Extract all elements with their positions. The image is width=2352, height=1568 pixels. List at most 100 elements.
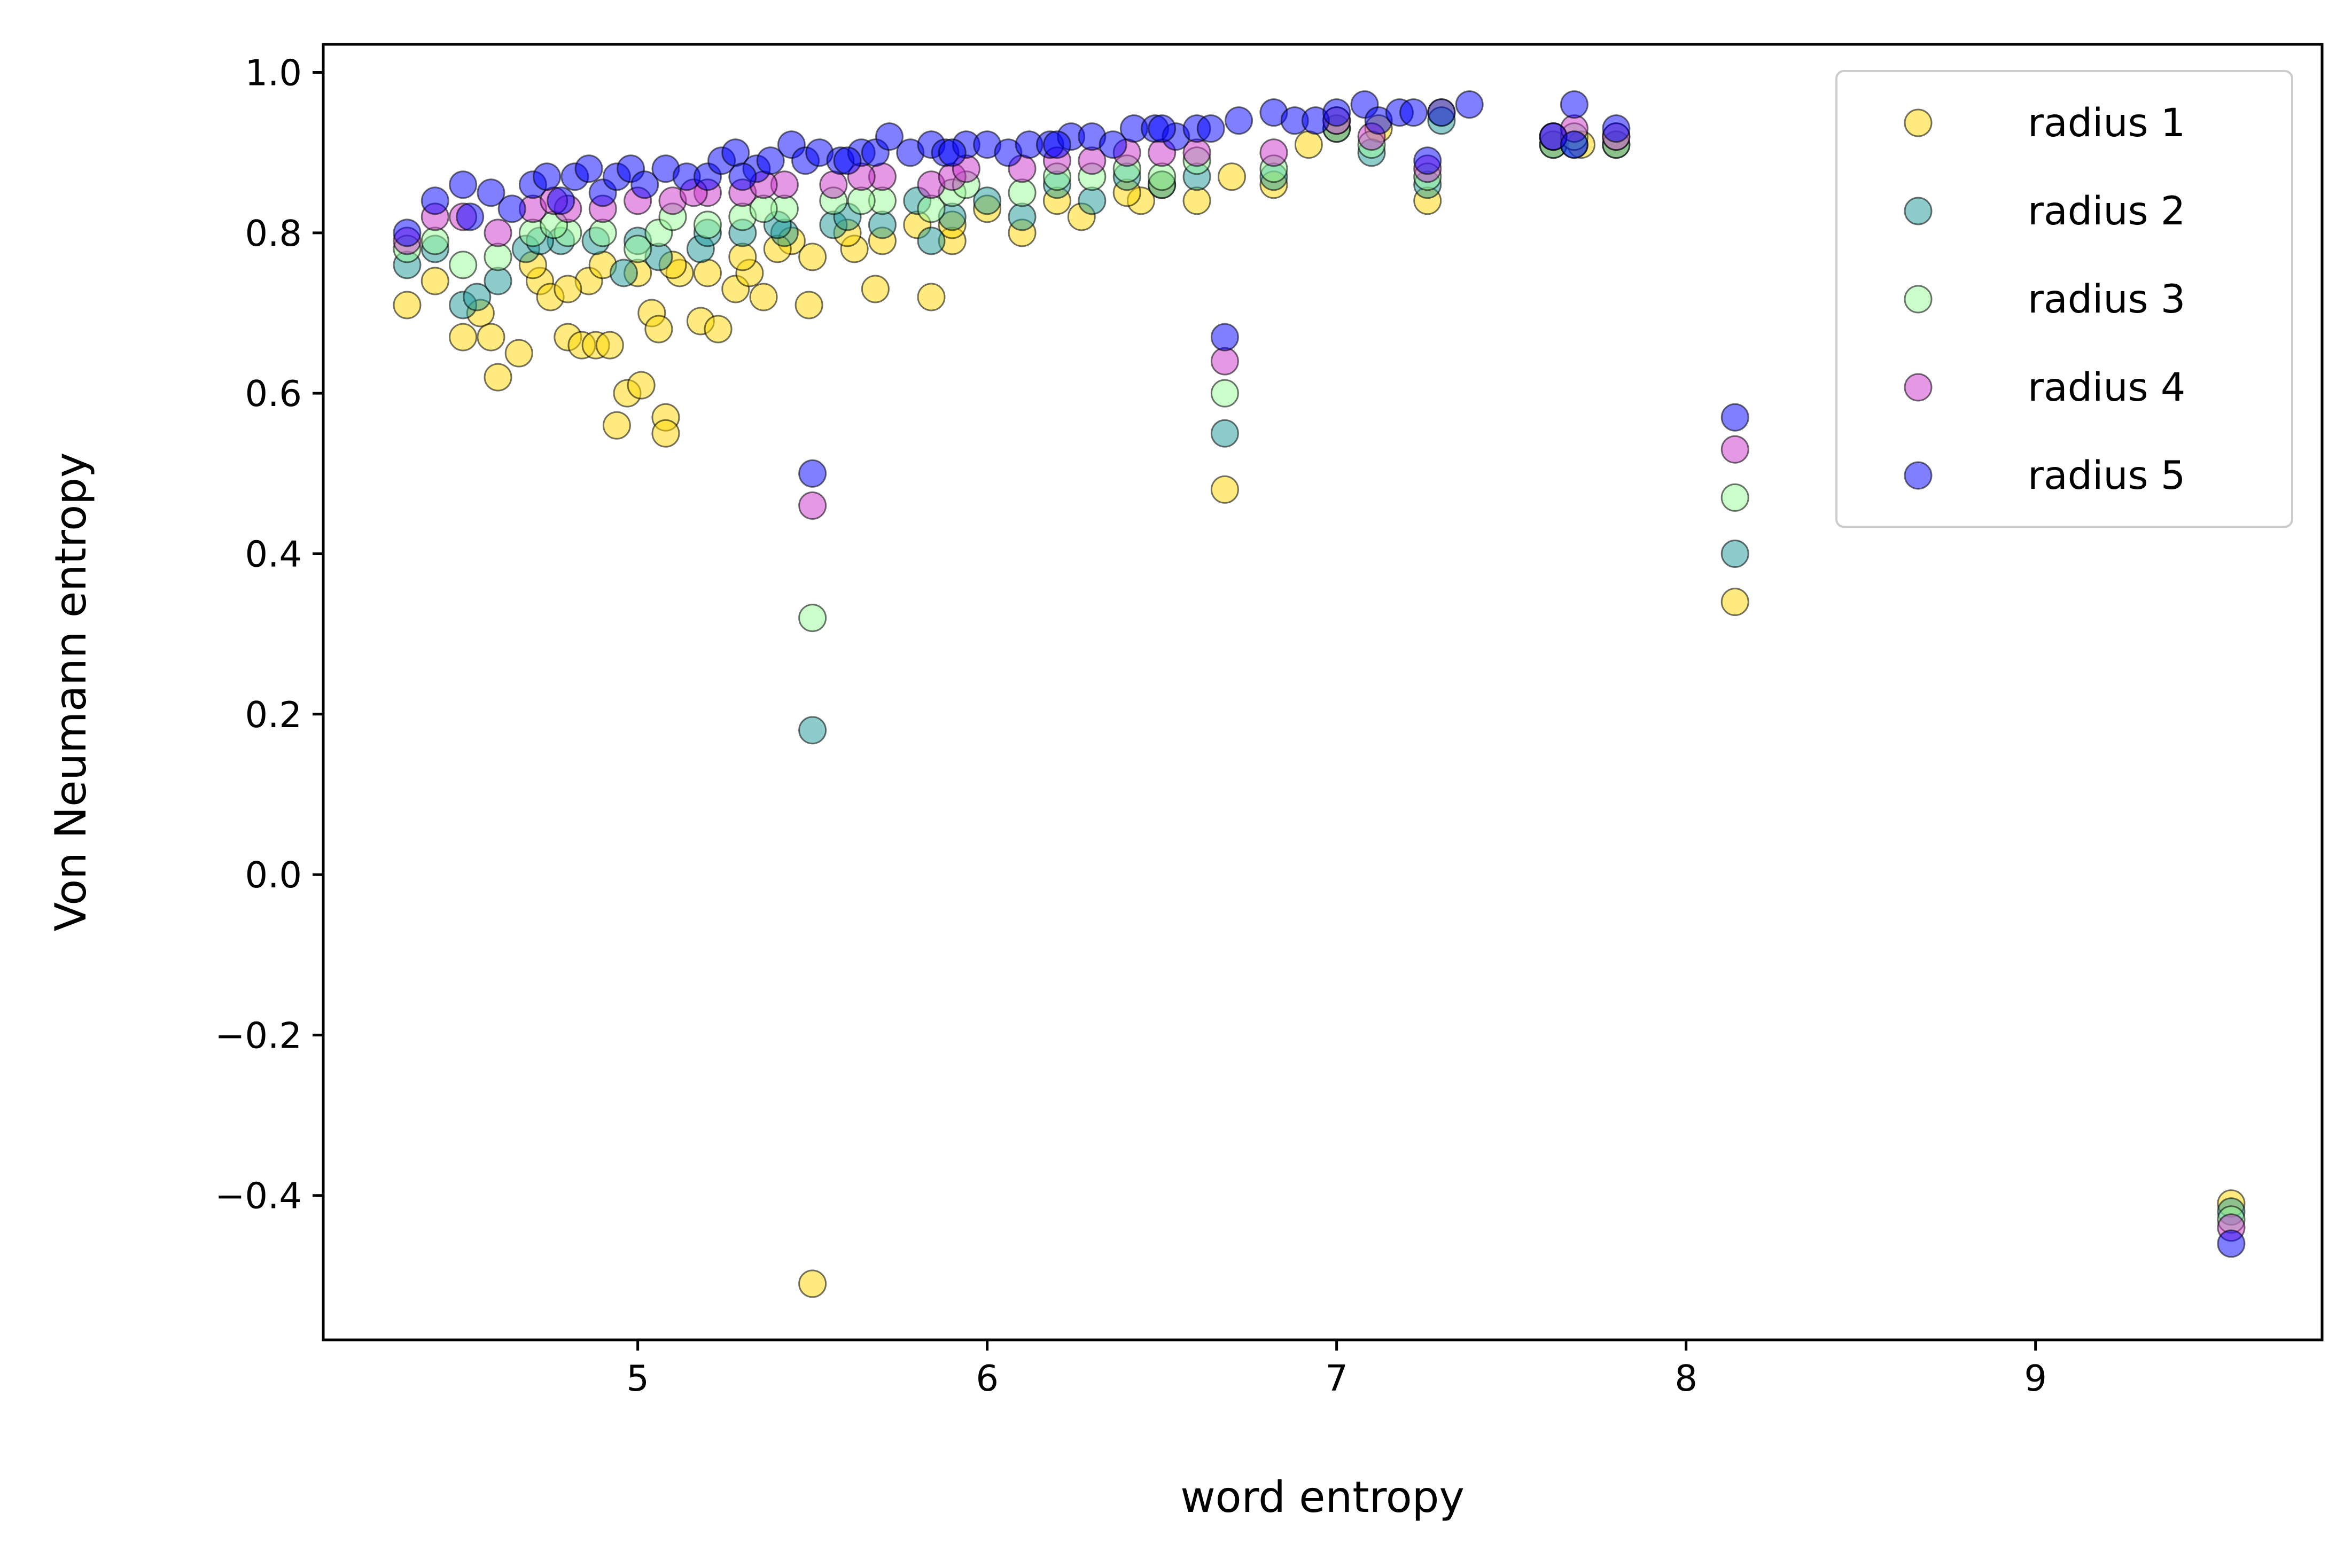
data-point xyxy=(798,1269,827,1298)
data-point xyxy=(1196,114,1225,143)
data-point xyxy=(847,186,876,215)
data-point xyxy=(393,291,422,319)
x-tick-label: 8 xyxy=(1675,1358,1697,1399)
data-point xyxy=(819,170,848,199)
data-point xyxy=(704,315,733,344)
y-tick-label: 0.0 xyxy=(245,854,302,896)
data-point xyxy=(574,154,603,183)
data-point xyxy=(798,604,827,633)
data-point xyxy=(756,146,785,175)
data-point xyxy=(393,219,422,247)
data-point xyxy=(1560,130,1588,159)
data-point xyxy=(595,331,624,360)
legend-item: radius 1 xyxy=(1904,100,2185,146)
y-tick-label: 0.2 xyxy=(245,694,302,736)
y-tick-label: −0.2 xyxy=(215,1015,302,1056)
data-point xyxy=(504,339,533,368)
data-point xyxy=(1720,403,1749,432)
data-point xyxy=(693,210,722,239)
legend-frame xyxy=(1835,70,2293,528)
data-point xyxy=(1413,146,1442,175)
legend-label: radius 2 xyxy=(2028,189,2185,234)
data-point xyxy=(463,283,492,311)
y-tick-label: 0.6 xyxy=(245,373,302,415)
legend-marker xyxy=(1904,373,1933,402)
data-point xyxy=(728,162,757,191)
data-point xyxy=(602,411,631,440)
data-point xyxy=(627,371,656,400)
data-point xyxy=(420,267,449,295)
data-point xyxy=(1078,186,1107,215)
x-tick-label: 5 xyxy=(626,1358,649,1399)
data-point xyxy=(1210,379,1239,408)
data-point xyxy=(868,210,897,239)
data-point xyxy=(449,251,478,279)
data-point xyxy=(630,170,659,199)
data-point xyxy=(1560,90,1588,119)
data-point xyxy=(1210,475,1239,504)
data-point xyxy=(420,227,449,255)
legend-label: radius 4 xyxy=(2028,365,2185,410)
data-point xyxy=(798,491,827,520)
data-point xyxy=(484,219,512,247)
data-point xyxy=(651,419,680,448)
data-point xyxy=(1217,162,1246,191)
data-point xyxy=(693,259,722,287)
legend-marker xyxy=(1904,285,1933,314)
data-point xyxy=(938,138,967,167)
data-point xyxy=(1455,90,1484,119)
x-tick-label: 9 xyxy=(2024,1358,2047,1399)
data-point xyxy=(1148,162,1177,191)
data-point xyxy=(798,243,827,271)
legend-marker xyxy=(1904,197,1933,225)
data-point xyxy=(1225,106,1253,135)
y-axis-label: Von Neumann entropy xyxy=(46,453,96,932)
legend-label: radius 3 xyxy=(2028,277,2185,322)
data-point xyxy=(554,275,582,303)
legend-label: radius 5 xyxy=(2028,453,2185,498)
data-point xyxy=(1099,130,1127,159)
data-point xyxy=(1399,98,1428,127)
data-point xyxy=(456,202,485,231)
data-point xyxy=(609,259,638,287)
data-point xyxy=(1322,98,1351,127)
data-point xyxy=(833,146,862,175)
data-point xyxy=(798,459,827,488)
y-tick-label: 1.0 xyxy=(245,52,302,94)
data-point xyxy=(1720,588,1749,617)
series-5 xyxy=(393,90,2246,1258)
y-tick-label: 0.8 xyxy=(245,213,302,254)
plot-frame xyxy=(322,43,2324,1341)
data-point xyxy=(1182,186,1211,215)
data-point xyxy=(917,227,946,255)
legend: radius 1 radius 2 radius 3 radius 4 radius 5 xyxy=(1835,70,2293,528)
x-axis-label: word entropy xyxy=(1180,1472,1465,1522)
data-point xyxy=(861,275,890,303)
data-point xyxy=(1294,130,1323,159)
data-point xyxy=(728,243,757,271)
data-point xyxy=(1259,138,1288,167)
y-axis-ticks: 1.0 0.8 0.6 0.4 0.2 0.0 −0.2 −0.4 xyxy=(215,52,323,1217)
data-point xyxy=(547,186,575,215)
data-point xyxy=(1210,323,1239,352)
x-tick-label: 6 xyxy=(976,1358,999,1399)
data-point xyxy=(449,170,478,199)
data-point xyxy=(973,186,1002,215)
data-point xyxy=(449,323,478,352)
data-point xyxy=(1148,114,1177,143)
data-point xyxy=(1602,114,1631,143)
legend-item: radius 5 xyxy=(1904,453,2185,498)
data-point xyxy=(644,315,673,344)
points-layer xyxy=(393,90,2246,1298)
data-point xyxy=(477,323,505,352)
data-point xyxy=(1720,539,1749,568)
data-point xyxy=(2217,1229,2246,1258)
legend-marker xyxy=(1904,108,1933,137)
data-point xyxy=(484,243,512,271)
data-point xyxy=(1427,98,1456,127)
data-point xyxy=(533,162,562,191)
data-point xyxy=(1008,202,1037,231)
data-point xyxy=(749,283,778,311)
legend-item: radius 4 xyxy=(1904,365,2185,410)
data-point xyxy=(1210,347,1239,376)
